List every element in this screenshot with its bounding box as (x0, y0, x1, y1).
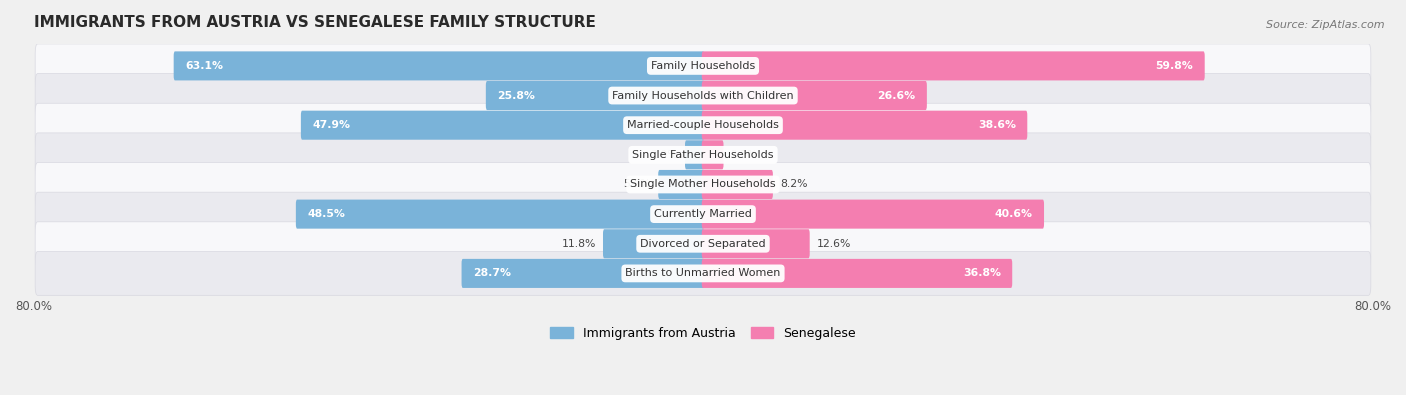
Text: 40.6%: 40.6% (994, 209, 1033, 219)
FancyBboxPatch shape (702, 140, 724, 169)
FancyBboxPatch shape (35, 222, 1371, 266)
FancyBboxPatch shape (702, 259, 1012, 288)
Text: 36.8%: 36.8% (963, 269, 1001, 278)
Text: 11.8%: 11.8% (561, 239, 596, 249)
FancyBboxPatch shape (35, 73, 1371, 117)
Text: 8.2%: 8.2% (780, 179, 807, 190)
Text: Family Households: Family Households (651, 61, 755, 71)
FancyBboxPatch shape (702, 51, 1205, 81)
Text: Single Father Households: Single Father Households (633, 150, 773, 160)
Text: Married-couple Households: Married-couple Households (627, 120, 779, 130)
Text: Divorced or Separated: Divorced or Separated (640, 239, 766, 249)
Text: 2.3%: 2.3% (731, 150, 758, 160)
FancyBboxPatch shape (35, 162, 1371, 207)
FancyBboxPatch shape (461, 259, 704, 288)
Text: 2.0%: 2.0% (650, 150, 678, 160)
Text: Currently Married: Currently Married (654, 209, 752, 219)
Text: Single Mother Households: Single Mother Households (630, 179, 776, 190)
FancyBboxPatch shape (35, 192, 1371, 236)
FancyBboxPatch shape (295, 199, 704, 229)
Text: 5.2%: 5.2% (624, 179, 651, 190)
FancyBboxPatch shape (702, 111, 1028, 140)
Text: 59.8%: 59.8% (1156, 61, 1194, 71)
FancyBboxPatch shape (174, 51, 704, 81)
Text: Births to Unmarried Women: Births to Unmarried Women (626, 269, 780, 278)
FancyBboxPatch shape (685, 140, 704, 169)
FancyBboxPatch shape (35, 44, 1371, 88)
Text: 28.7%: 28.7% (472, 269, 510, 278)
Text: IMMIGRANTS FROM AUSTRIA VS SENEGALESE FAMILY STRUCTURE: IMMIGRANTS FROM AUSTRIA VS SENEGALESE FA… (34, 15, 595, 30)
FancyBboxPatch shape (35, 133, 1371, 177)
FancyBboxPatch shape (35, 252, 1371, 295)
Text: 63.1%: 63.1% (186, 61, 224, 71)
FancyBboxPatch shape (301, 111, 704, 140)
Text: 38.6%: 38.6% (979, 120, 1017, 130)
FancyBboxPatch shape (702, 229, 810, 258)
Text: 26.6%: 26.6% (877, 90, 915, 101)
FancyBboxPatch shape (658, 170, 704, 199)
FancyBboxPatch shape (702, 81, 927, 110)
Text: 25.8%: 25.8% (498, 90, 536, 101)
FancyBboxPatch shape (35, 103, 1371, 147)
Text: 12.6%: 12.6% (817, 239, 851, 249)
FancyBboxPatch shape (603, 229, 704, 258)
Legend: Immigrants from Austria, Senegalese: Immigrants from Austria, Senegalese (546, 322, 860, 345)
Text: Source: ZipAtlas.com: Source: ZipAtlas.com (1267, 20, 1385, 30)
Text: Family Households with Children: Family Households with Children (612, 90, 794, 101)
Text: 48.5%: 48.5% (307, 209, 344, 219)
FancyBboxPatch shape (486, 81, 704, 110)
FancyBboxPatch shape (702, 199, 1045, 229)
FancyBboxPatch shape (702, 170, 773, 199)
Text: 47.9%: 47.9% (312, 120, 350, 130)
